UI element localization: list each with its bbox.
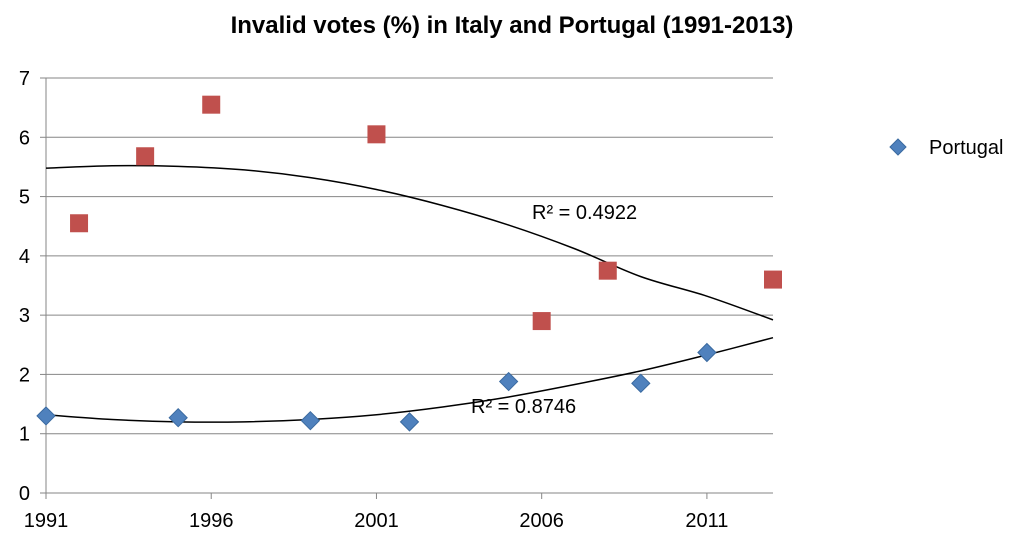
point-italy-4: [532, 312, 551, 331]
axes: [40, 77, 773, 499]
x-tick-label-1991: 1991: [24, 510, 69, 532]
point-portugal-1: [168, 408, 188, 428]
y-tick-label-1: 1: [19, 424, 30, 446]
x-tick-label-2001: 2001: [354, 510, 399, 532]
point-italy-0: [70, 214, 89, 233]
r2-labels: R² = 0.8746 R² = 0.4922: [471, 202, 637, 418]
point-italy-3: [367, 125, 386, 144]
point-portugal-6: [697, 342, 717, 363]
point-portugal-2: [300, 410, 321, 431]
x-tick-label-2011: 2011: [685, 510, 728, 532]
trendlines: [45, 164, 774, 423]
y-tick-label-5: 5: [19, 187, 30, 209]
r2-label-italy: R² = 0.4922: [532, 202, 637, 224]
point-italy-5: [598, 261, 617, 280]
trendline-italy: [45, 164, 774, 321]
gridlines: [46, 77, 773, 435]
y-tick-label-6: 6: [19, 127, 30, 149]
y-tick-label-7: 7: [19, 68, 30, 90]
point-portugal-3: [399, 412, 420, 432]
y-tick-label-4: 4: [19, 246, 30, 268]
legend: Portugal: [889, 137, 1004, 159]
point-portugal-0: [36, 406, 56, 426]
markers: [36, 95, 782, 432]
trendline-portugal: [45, 336, 774, 423]
y-tick-label-2: 2: [19, 364, 30, 386]
legend-marker-portugal: [889, 138, 907, 156]
chart-title: Invalid votes (%) in Italy and Portugal …: [230, 12, 794, 39]
x-tick-label-2006: 2006: [519, 510, 564, 532]
y-tick-label-0: 0: [19, 483, 30, 505]
r2-label-portugal: R² = 0.8746: [471, 396, 576, 418]
point-portugal-4: [498, 371, 519, 392]
y-tick-label-3: 3: [19, 305, 30, 327]
point-italy-2: [202, 95, 221, 114]
point-italy-1: [136, 147, 155, 166]
point-portugal-5: [631, 373, 651, 394]
point-italy-6: [764, 270, 782, 289]
legend-label-portugal: Portugal: [929, 137, 1004, 159]
x-tick-label-1996: 1996: [189, 510, 234, 532]
tick-labels: 0 1 2 3 4 5 6 7 1991 1996 2001 2006 2011: [19, 68, 729, 532]
